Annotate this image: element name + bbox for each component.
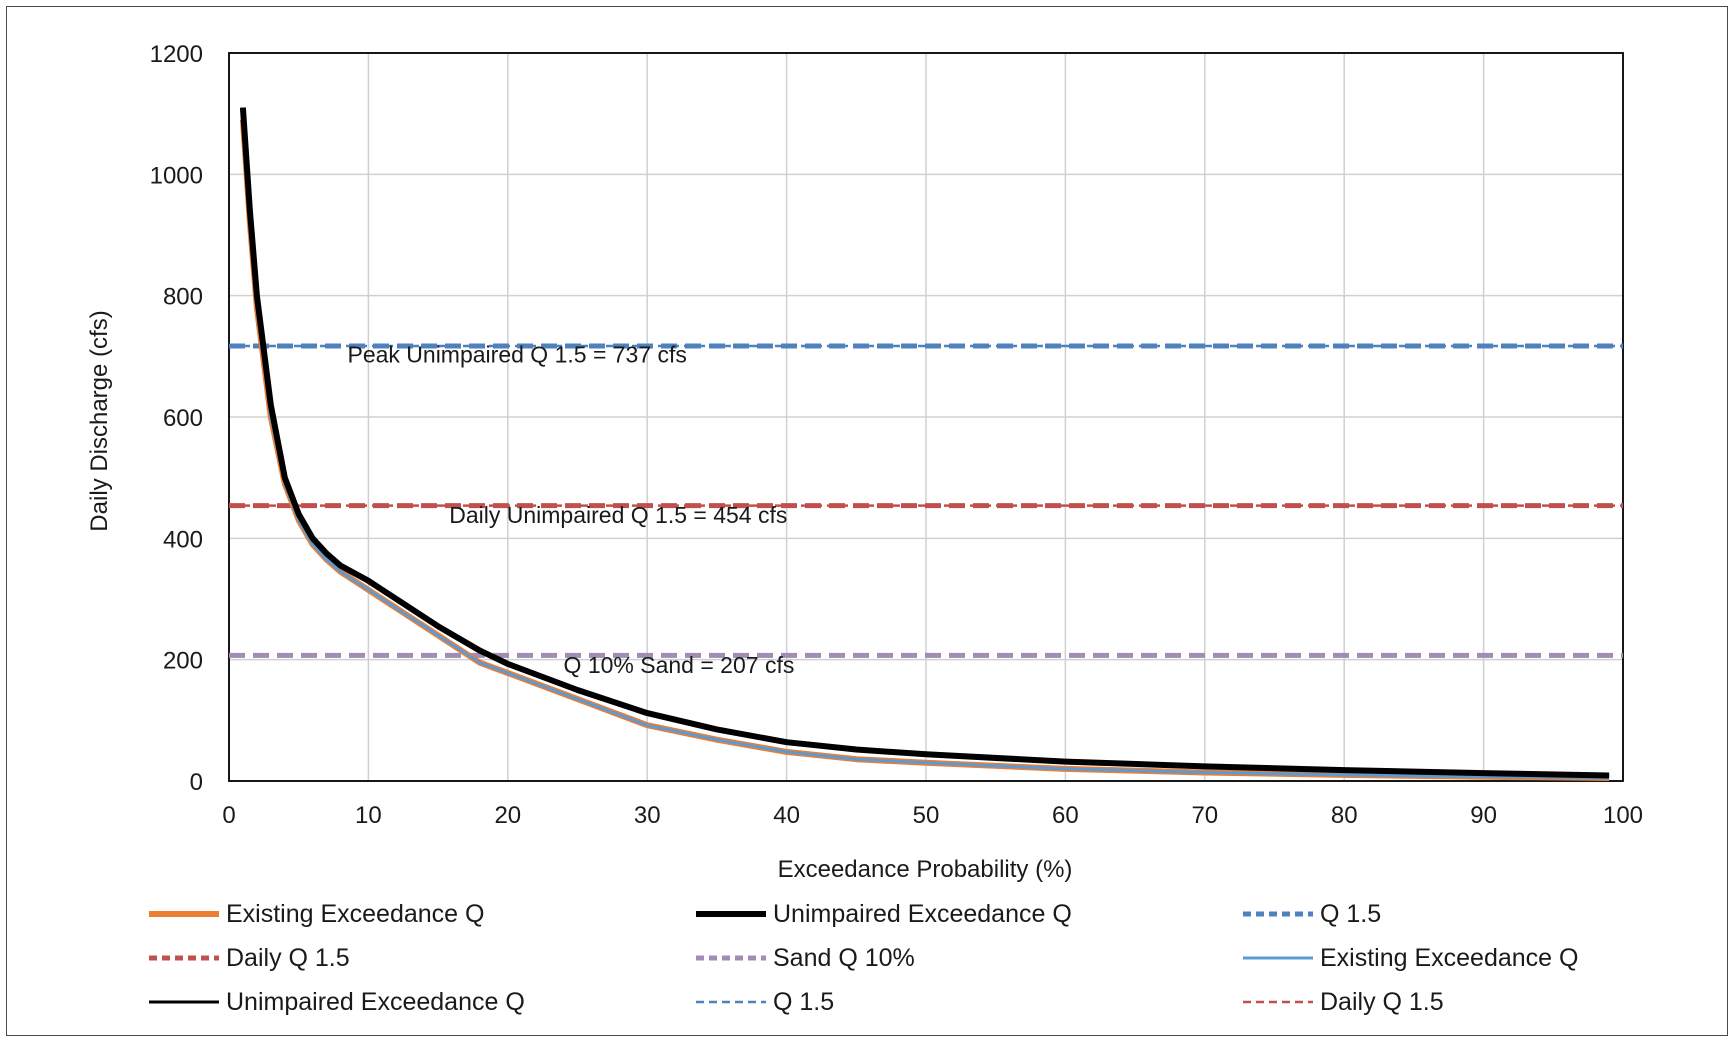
x-tick-label: 10 — [355, 802, 382, 829]
annotations: Peak Unimpaired Q 1.5 = 737 cfs Daily Uni… — [347, 341, 794, 678]
legend-item: Daily Q 1.5 — [149, 944, 350, 972]
legend-item: Q 1.5 — [696, 988, 834, 1016]
legend-label: Existing Exceedance Q — [226, 900, 484, 928]
y-axis-label: Daily Discharge (cfs) — [86, 310, 113, 531]
series-group — [229, 107, 1623, 781]
y-tick-label: 200 — [163, 648, 203, 675]
legend-item: Unimpaired Exceedance Q — [149, 988, 525, 1016]
y-tick-label: 600 — [163, 405, 203, 432]
x-tick-label: 60 — [1052, 802, 1079, 829]
legend-label: Unimpaired Exceedance Q — [226, 988, 525, 1016]
chart-frame: 0 10 20 30 40 50 60 70 80 90 100 0 200 400 600 800 1000 1… — [6, 6, 1728, 1036]
x-tick-label: 20 — [494, 802, 521, 829]
legend-label: Unimpaired Exceedance Q — [773, 900, 1072, 928]
y-tick-label: 400 — [163, 526, 203, 553]
y-tick-label: 0 — [190, 769, 203, 796]
series-line-6 — [241, 107, 1610, 777]
legend-item: Existing Exceedance Q — [149, 900, 484, 928]
annotation-label: Peak Unimpaired Q 1.5 = 737 cfs — [347, 341, 686, 367]
x-tick-label: 70 — [1191, 802, 1218, 829]
legend-item: Q 1.5 — [1243, 900, 1381, 928]
exceedance-chart: 0 10 20 30 40 50 60 70 80 90 100020040060080010001… — [86, 41, 1643, 1016]
x-tick-label: 30 — [634, 802, 661, 829]
x-tick-label: 0 — [222, 802, 235, 829]
grid-lines — [228, 52, 1624, 782]
legend: Existing Exceedance Q Unimpaired Exceedan… — [149, 900, 1578, 1016]
x-tick-label: 100 — [1603, 802, 1643, 829]
x-tick-label: 80 — [1331, 802, 1358, 829]
legend-item: Sand Q 10% — [696, 944, 915, 972]
y-tick-label: 1000 — [150, 162, 203, 189]
x-tick-label: 50 — [913, 802, 940, 829]
tick-labels: 0 10 20 30 40 50 60 70 80 90 100020040060080010001… — [150, 41, 1643, 829]
legend-label: Daily Q 1.5 — [226, 944, 350, 972]
plot-border — [228, 52, 1624, 782]
axes — [228, 52, 1624, 782]
legend-item: Daily Q 1.5 — [1243, 988, 1444, 1016]
x-tick-label: 90 — [1470, 802, 1497, 829]
y-tick-label: 1200 — [150, 41, 203, 68]
legend-label: Sand Q 10% — [773, 944, 915, 972]
annotation-label: Daily Unimpaired Q 1.5 = 454 cfs — [449, 502, 787, 528]
legend-item: Unimpaired Exceedance Q — [696, 900, 1072, 928]
legend-label: Q 1.5 — [773, 988, 834, 1016]
legend-label: Daily Q 1.5 — [1320, 988, 1444, 1016]
x-axis-label: Exceedance Probability (%) — [778, 856, 1073, 883]
legend-item: Existing Exceedance Q — [1243, 944, 1578, 972]
x-tick-label: 40 — [773, 802, 800, 829]
legend-label: Q 1.5 — [1320, 900, 1381, 928]
legend-label: Existing Exceedance Q — [1320, 944, 1578, 972]
annotation-label: Q 10% Sand = 207 cfs — [564, 652, 795, 678]
y-tick-label: 800 — [163, 284, 203, 311]
